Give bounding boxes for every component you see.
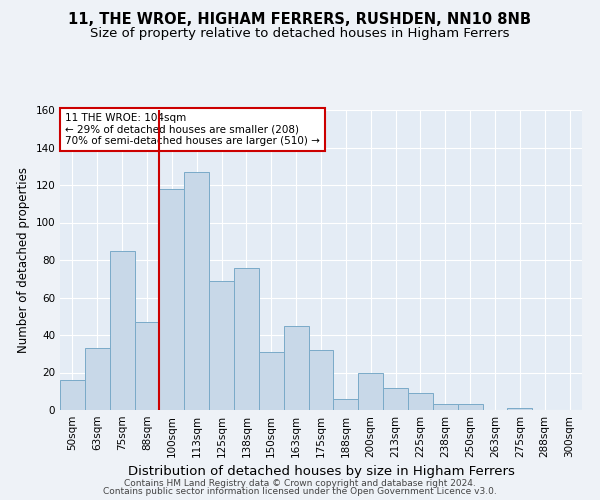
Text: Contains HM Land Registry data © Crown copyright and database right 2024.: Contains HM Land Registry data © Crown c…: [124, 478, 476, 488]
X-axis label: Distribution of detached houses by size in Higham Ferrers: Distribution of detached houses by size …: [128, 466, 514, 478]
Bar: [60, 380, 85, 410]
Bar: [433, 404, 458, 410]
Bar: [408, 393, 433, 410]
Bar: [284, 326, 308, 410]
Y-axis label: Number of detached properties: Number of detached properties: [17, 167, 30, 353]
Bar: [184, 172, 209, 410]
Bar: [259, 352, 284, 410]
Bar: [308, 350, 334, 410]
Bar: [334, 399, 358, 410]
Bar: [160, 188, 184, 410]
Bar: [85, 348, 110, 410]
Bar: [383, 388, 408, 410]
Bar: [134, 322, 160, 410]
Bar: [508, 408, 532, 410]
Bar: [209, 280, 234, 410]
Bar: [110, 250, 134, 410]
Bar: [458, 404, 482, 410]
Text: Contains public sector information licensed under the Open Government Licence v3: Contains public sector information licen…: [103, 487, 497, 496]
Bar: [234, 268, 259, 410]
Text: 11, THE WROE, HIGHAM FERRERS, RUSHDEN, NN10 8NB: 11, THE WROE, HIGHAM FERRERS, RUSHDEN, N…: [68, 12, 532, 28]
Text: 11 THE WROE: 104sqm
← 29% of detached houses are smaller (208)
70% of semi-detac: 11 THE WROE: 104sqm ← 29% of detached ho…: [65, 113, 320, 146]
Text: Size of property relative to detached houses in Higham Ferrers: Size of property relative to detached ho…: [90, 28, 510, 40]
Bar: [358, 372, 383, 410]
